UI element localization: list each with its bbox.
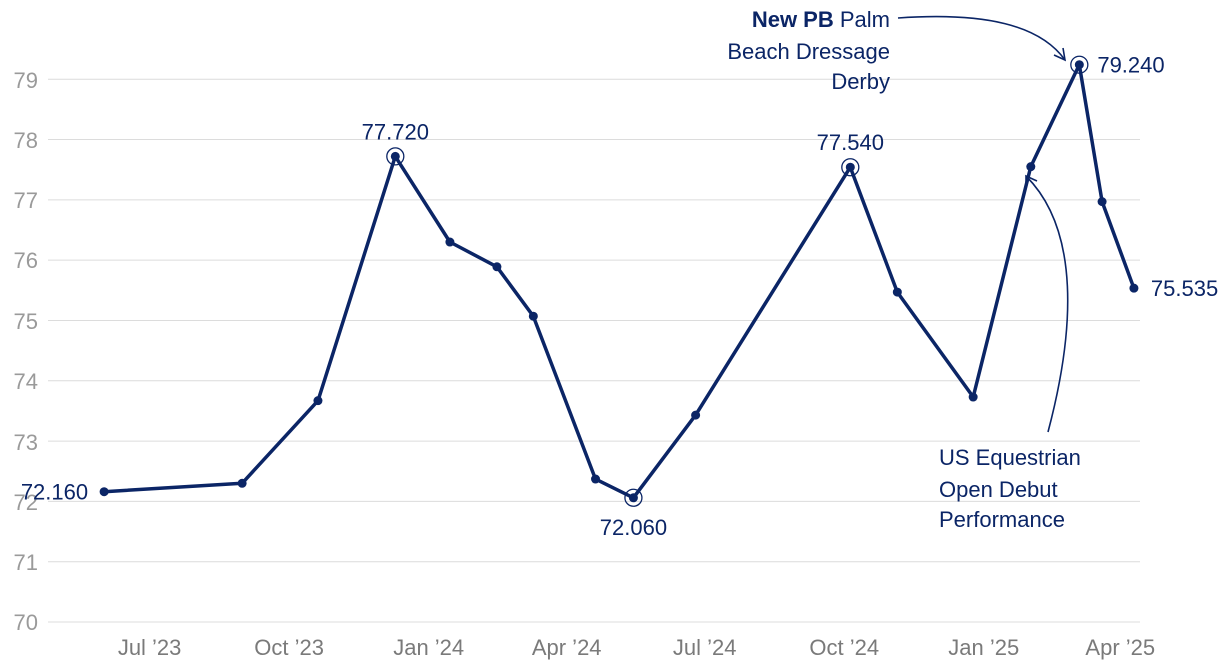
y-axis-ticks: 70 71 72 73 74 75 76 77 78 79 (14, 68, 38, 635)
x-tick-label: Apr ’24 (532, 635, 602, 660)
x-axis-ticks: Jul ’23 Oct ’23 Jan ’24 Apr ’24 Jul ’24 Oct ’… (118, 635, 1155, 660)
data-point (1129, 283, 1139, 293)
x-tick-label: Oct ’23 (254, 635, 324, 660)
annotation-us-arrowhead (1025, 174, 1038, 188)
data-label-max: 79.240 (1097, 53, 1164, 78)
y-tick-label: 73 (14, 430, 38, 455)
data-point (691, 410, 701, 420)
data-label-low-may-2024: 72.060 (600, 515, 667, 540)
annotation-us-arrow (1025, 175, 1069, 433)
annotation-pb-line-1: New PB Palm (752, 7, 890, 32)
data-label-peak-dec-2023: 77.720 (362, 119, 429, 144)
data-point (968, 392, 978, 402)
annotation-new-pb: New PB Palm Beach Dressage Derby (727, 7, 1067, 94)
data-point (845, 162, 855, 172)
x-tick-label: Apr ’25 (1085, 635, 1155, 660)
data-point (1074, 60, 1084, 70)
data-point (492, 262, 502, 272)
annotation-pb-rest: Palm (834, 7, 890, 32)
data-point (528, 311, 538, 321)
data-point (591, 474, 601, 484)
annotation-us-line-1: US Equestrian (939, 445, 1081, 470)
annotation-pb-line-2: Beach Dressage (727, 39, 890, 64)
y-tick-label: 77 (14, 188, 38, 213)
series-line (102, 62, 1136, 500)
y-tick-label: 75 (14, 309, 38, 334)
data-point (237, 478, 247, 488)
highlight-ring (1070, 55, 1089, 74)
data-point (313, 396, 323, 406)
y-tick-label: 76 (14, 248, 38, 273)
y-tick-label: 79 (14, 68, 38, 93)
data-point (1097, 197, 1107, 207)
y-tick-label: 78 (14, 128, 38, 153)
data-label-first: 72.160 (21, 480, 88, 505)
x-tick-label: Oct ’24 (809, 635, 879, 660)
annotation-pb-arrow (897, 15, 1066, 61)
data-point (1026, 162, 1036, 172)
y-tick-label: 74 (14, 369, 38, 394)
y-tick-label: 70 (14, 610, 38, 635)
data-point (445, 237, 455, 247)
annotation-pb-bold: New PB (752, 7, 834, 32)
annotation-us-line-2: Open Debut (939, 477, 1058, 502)
data-point (892, 287, 902, 297)
y-tick-label: 71 (14, 550, 38, 575)
annotation-us-line-3: Performance (939, 507, 1065, 532)
highlight-ring (386, 147, 405, 166)
highlight-ring (841, 158, 860, 177)
x-tick-label: Jan ’25 (948, 635, 1019, 660)
highlight-ring (624, 488, 643, 507)
y-tick-label: 72 (14, 490, 38, 515)
data-point (628, 493, 638, 503)
data-point (390, 151, 400, 161)
annotation-us-equestrian: US Equestrian Open Debut Performance (939, 174, 1081, 532)
x-tick-label: Jul ’23 (118, 635, 182, 660)
annotation-pb-line-3: Derby (831, 69, 890, 94)
annotation-pb-arrowhead (1053, 47, 1067, 62)
data-points (99, 55, 1139, 507)
data-label-last: 75.535 (1151, 276, 1218, 301)
gridlines (48, 78, 1140, 623)
data-point (99, 487, 109, 497)
data-label-peak-oct-2024: 77.540 (817, 130, 884, 155)
x-tick-label: Jul ’24 (673, 635, 737, 660)
x-tick-label: Jan ’24 (393, 635, 464, 660)
